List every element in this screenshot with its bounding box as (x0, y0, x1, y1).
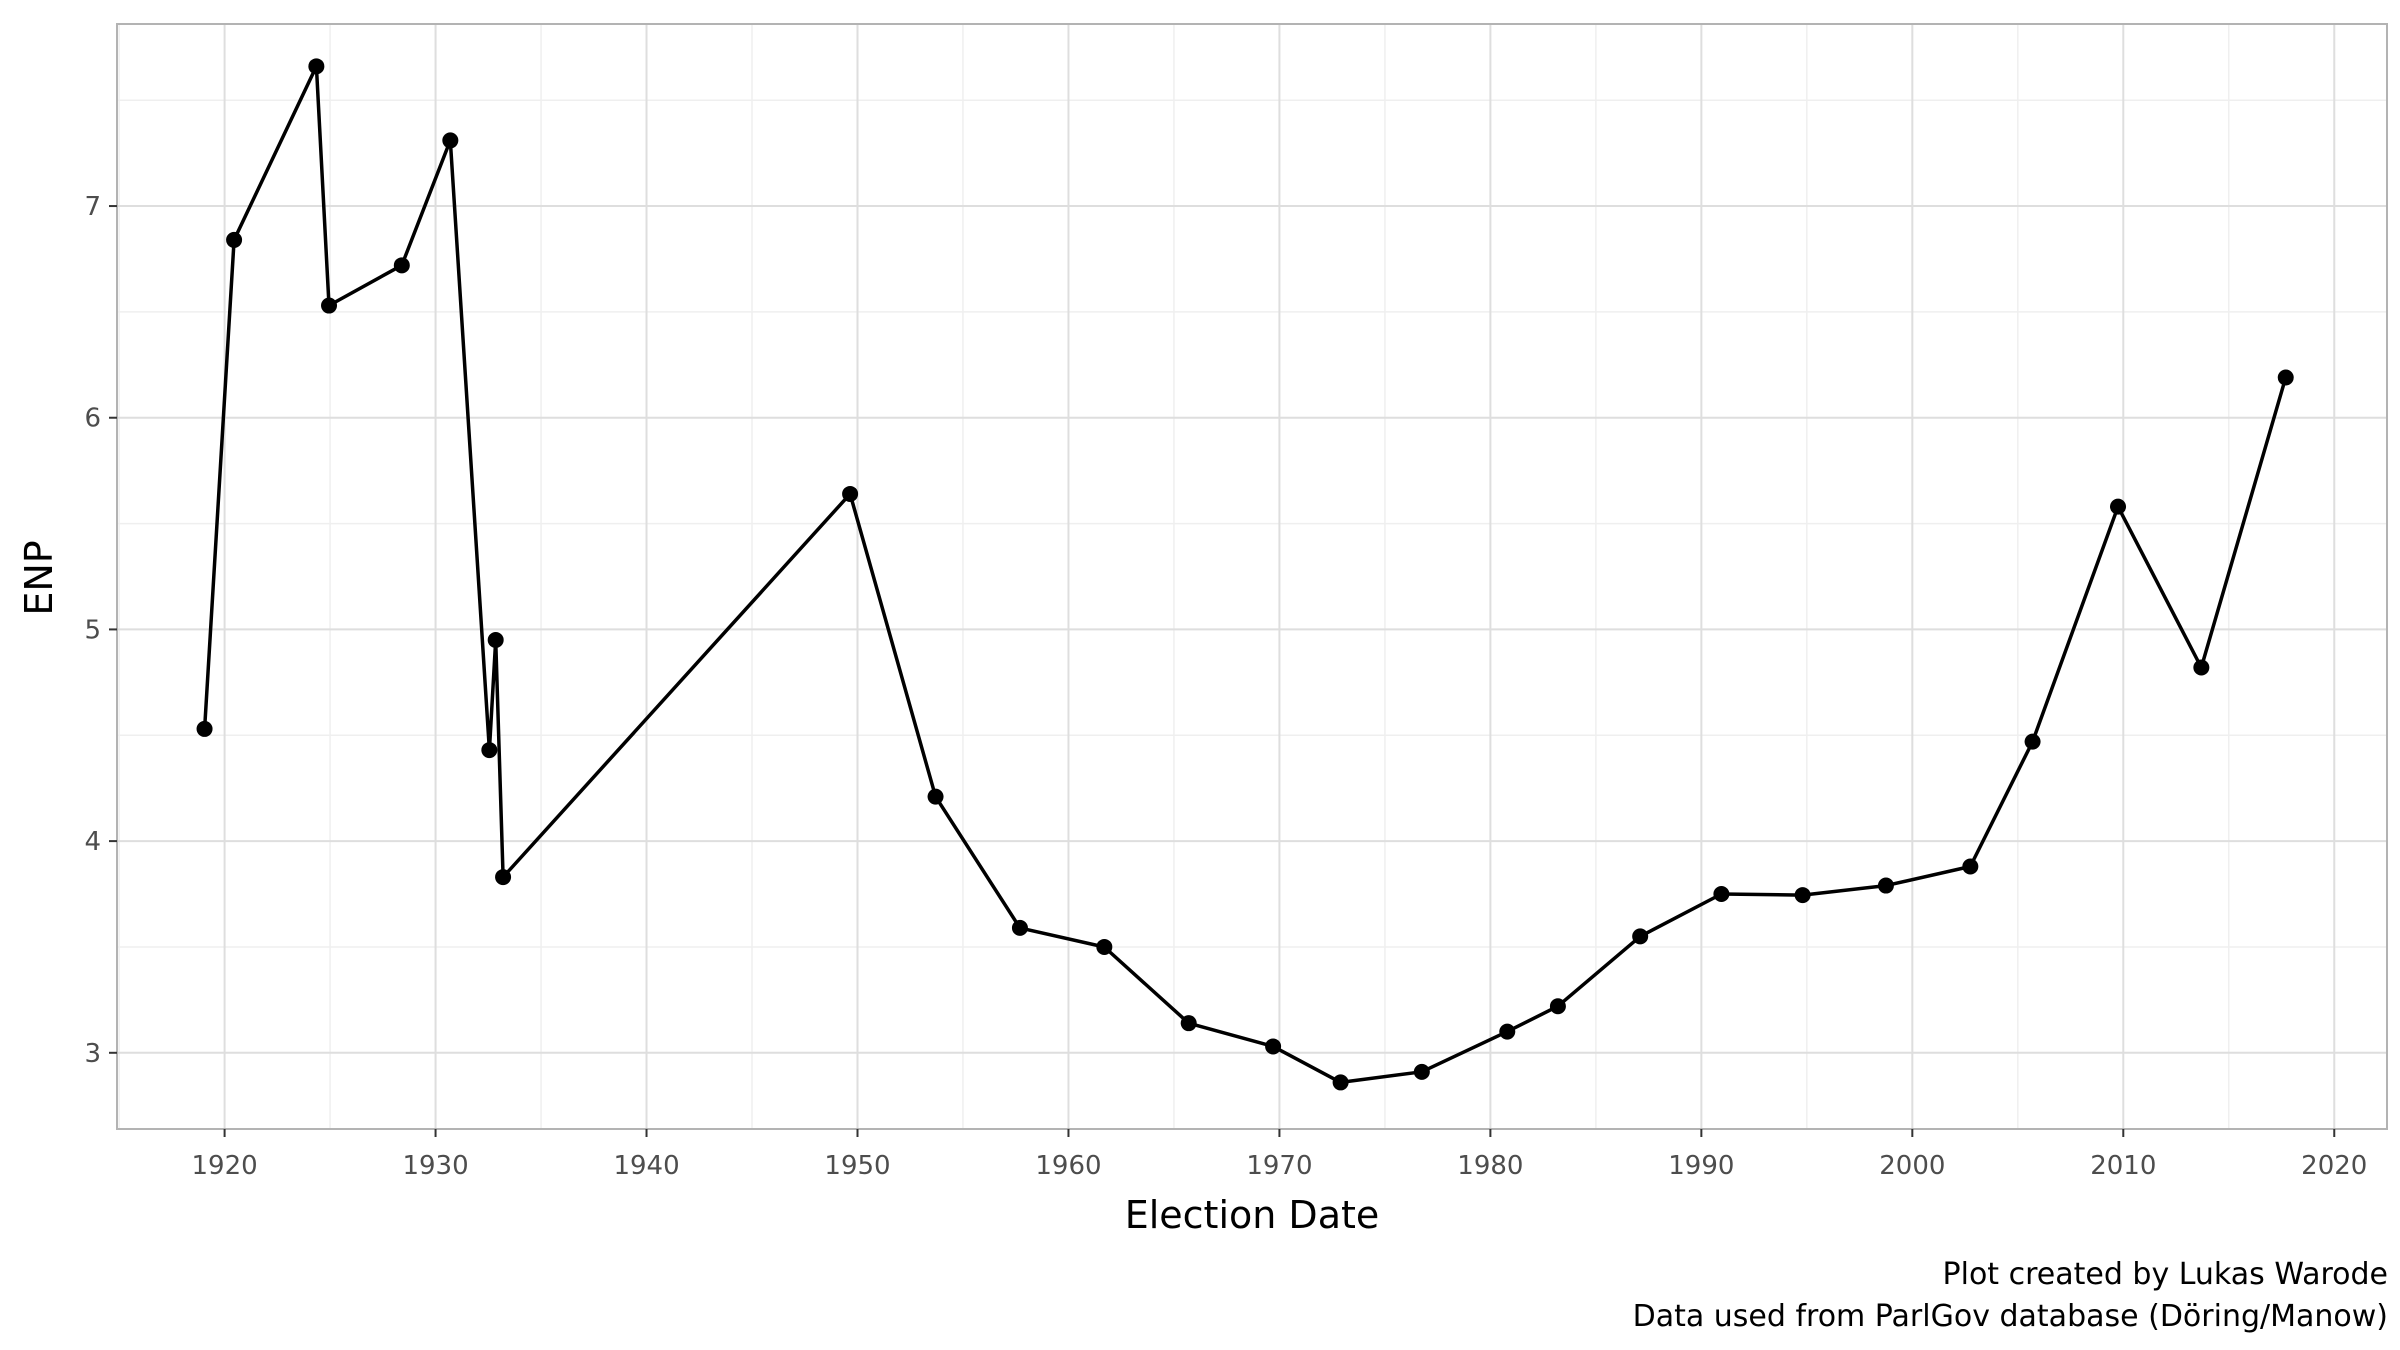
data-point (196, 720, 213, 737)
data-point (1332, 1074, 1349, 1091)
data-point (927, 788, 944, 805)
data-point (1413, 1063, 1430, 1080)
data-point (226, 231, 243, 248)
data-point (1265, 1038, 1282, 1055)
x-tick-label: 1930 (402, 1151, 468, 1181)
y-axis-title: ENP (17, 540, 61, 615)
x-tick-label: 1960 (1035, 1151, 1101, 1181)
data-point (1877, 877, 1894, 894)
data-point (393, 257, 410, 274)
x-tick-label: 1950 (824, 1151, 890, 1181)
y-tick-label: 3 (84, 1039, 101, 1069)
data-point (321, 297, 338, 314)
x-tick-label: 2020 (2301, 1151, 2367, 1181)
axis-ticks (109, 205, 2336, 1137)
y-tick-label: 4 (84, 827, 101, 857)
data-point (2024, 733, 2041, 750)
data-point (2277, 369, 2294, 386)
x-axis-title: Election Date (1125, 1193, 1380, 1237)
panel-background (117, 24, 2387, 1129)
x-tick-label: 2010 (2090, 1151, 2156, 1181)
minor-gridlines (117, 24, 2387, 1129)
data-point (2193, 659, 2210, 676)
x-tick-label: 1940 (613, 1151, 679, 1181)
data-point (1549, 998, 1566, 1015)
data-point (2110, 498, 2127, 515)
data-point (442, 132, 459, 149)
x-tick-label: 1970 (1246, 1151, 1312, 1181)
data-point (1794, 887, 1811, 904)
data-point (1011, 919, 1028, 936)
data-point (842, 485, 859, 502)
x-tick-label: 1990 (1668, 1151, 1734, 1181)
data-point (1632, 928, 1649, 945)
major-gridlines (117, 24, 2387, 1129)
y-tick-label: 7 (84, 192, 101, 222)
panel-border (116, 23, 2388, 1130)
data-point (1962, 858, 1979, 875)
x-tick-label: 1920 (192, 1151, 258, 1181)
data-point (1180, 1015, 1197, 1032)
series-layer (196, 58, 2294, 1091)
data-point (1713, 886, 1730, 903)
data-point (1096, 938, 1113, 955)
data-point (495, 869, 512, 886)
series-line (202, 64, 2288, 1085)
data-point (1499, 1023, 1516, 1040)
axis-tick-labels: 1920 1930 1940 1950 1960 1970 1980 1990 2000 2010… (84, 192, 2367, 1181)
x-tick-label: 1980 (1457, 1151, 1523, 1181)
y-tick-label: 6 (84, 404, 101, 434)
caption-author: Plot created by Lukas Warode (1943, 1257, 2388, 1292)
data-point (481, 742, 498, 759)
caption-source: Data used from ParlGov database (Döring/… (1633, 1299, 2388, 1334)
y-tick-label: 5 (84, 615, 101, 645)
data-point (487, 632, 504, 649)
x-tick-label: 2000 (1879, 1151, 1945, 1181)
data-point (308, 58, 325, 75)
